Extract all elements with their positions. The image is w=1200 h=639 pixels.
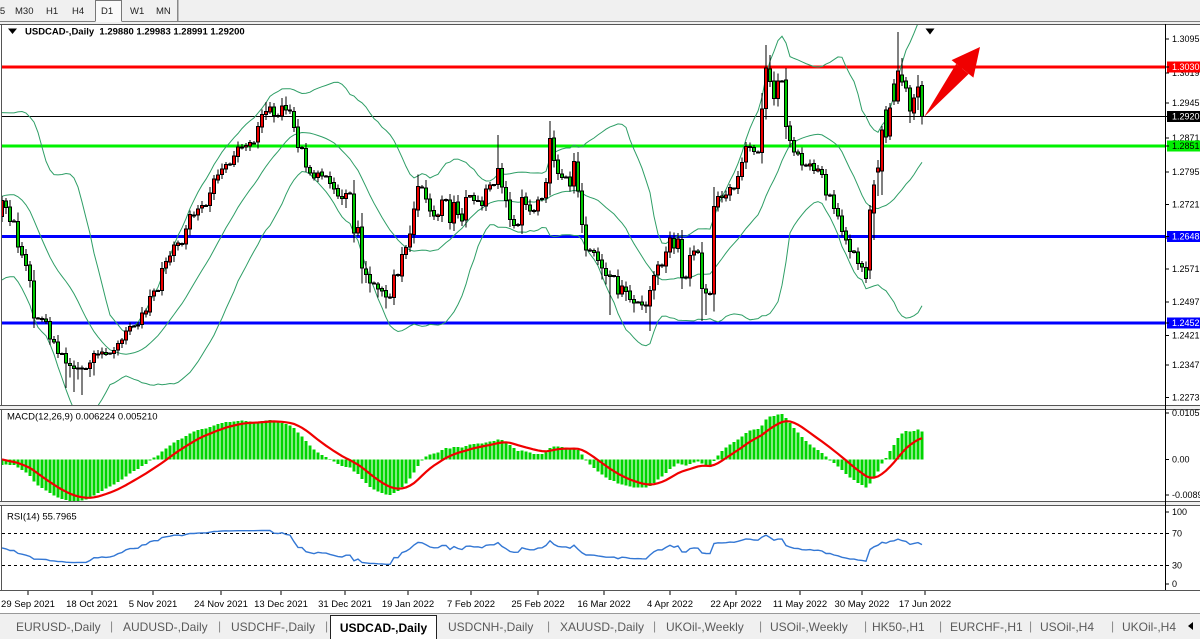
svg-text:1.3019: 1.3019 [1172, 68, 1200, 78]
svg-text:100: 100 [1172, 507, 1187, 517]
svg-text:70: 70 [1172, 529, 1182, 539]
svg-text:22 Apr 2022: 22 Apr 2022 [710, 599, 761, 610]
svg-text:1.2920: 1.2920 [1172, 112, 1200, 122]
svg-text:1.2795: 1.2795 [1172, 167, 1200, 177]
svg-text:24 Nov 2021: 24 Nov 2021 [194, 599, 248, 610]
svg-text:30: 30 [1172, 561, 1182, 571]
svg-text:29 Sep 2021: 29 Sep 2021 [1, 599, 55, 610]
svg-text:0: 0 [1172, 579, 1177, 589]
svg-text:-0.0089: -0.0089 [1172, 490, 1200, 500]
svg-text:1.3095: 1.3095 [1172, 34, 1200, 44]
svg-text:19 Jan 2022: 19 Jan 2022 [382, 599, 434, 610]
svg-text:1.2421: 1.2421 [1172, 331, 1200, 341]
svg-text:1.2945: 1.2945 [1172, 98, 1200, 108]
svg-text:1.2851: 1.2851 [1172, 141, 1200, 151]
svg-text:1.2452: 1.2452 [1172, 318, 1200, 328]
svg-text:MACD(12,26,9) 0.006224 0.00521: MACD(12,26,9) 0.006224 0.005210 [7, 412, 158, 423]
svg-text:1.2571: 1.2571 [1172, 264, 1200, 274]
svg-text:1.2871: 1.2871 [1172, 133, 1200, 143]
svg-text:7 Feb 2022: 7 Feb 2022 [447, 599, 495, 610]
svg-text:16 Mar 2022: 16 Mar 2022 [577, 599, 630, 610]
svg-text:1.3030: 1.3030 [1172, 62, 1200, 72]
svg-text:25 Feb 2022: 25 Feb 2022 [511, 599, 564, 610]
svg-text:1.2648: 1.2648 [1172, 232, 1200, 242]
svg-text:11 May 2022: 11 May 2022 [773, 599, 827, 610]
svg-text:1.2721: 1.2721 [1172, 200, 1200, 210]
svg-text:4 Apr 2022: 4 Apr 2022 [647, 599, 693, 610]
svg-text:5 Nov 2021: 5 Nov 2021 [129, 599, 178, 610]
svg-text:17 Jun 2022: 17 Jun 2022 [899, 599, 951, 610]
svg-text:0.01057: 0.01057 [1172, 408, 1200, 418]
svg-text:USDCAD-,Daily 1.29880 1.29983: USDCAD-,Daily 1.29880 1.29983 1.28991 1.… [25, 27, 245, 38]
svg-text:18 Oct 2021: 18 Oct 2021 [66, 599, 118, 610]
svg-text:RSI(14) 55.7965: RSI(14) 55.7965 [7, 512, 77, 523]
svg-text:1.2347: 1.2347 [1172, 360, 1200, 370]
svg-text:13 Dec 2021: 13 Dec 2021 [254, 599, 308, 610]
svg-text:30 May 2022: 30 May 2022 [835, 599, 890, 610]
svg-text:0.00: 0.00 [1172, 455, 1190, 465]
svg-text:31 Dec 2021: 31 Dec 2021 [318, 599, 372, 610]
svg-text:1.2497: 1.2497 [1172, 297, 1200, 307]
svg-text:1.2273: 1.2273 [1172, 393, 1200, 403]
